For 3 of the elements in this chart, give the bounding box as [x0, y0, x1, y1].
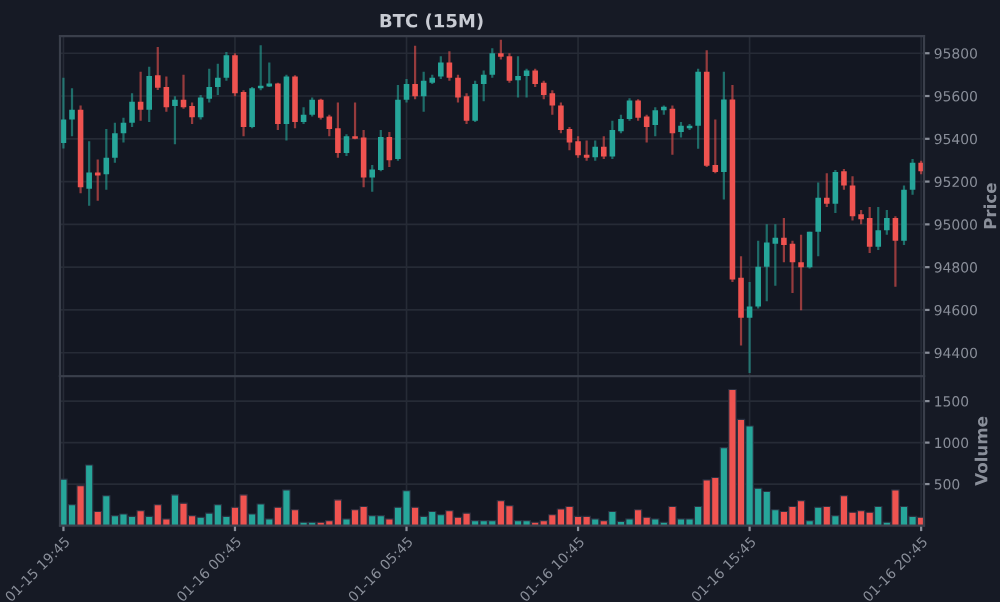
chart-title: BTC (15M): [380, 13, 483, 30]
y-axis-title: Price: [983, 183, 997, 229]
y-axis-title: Volume: [974, 416, 988, 486]
